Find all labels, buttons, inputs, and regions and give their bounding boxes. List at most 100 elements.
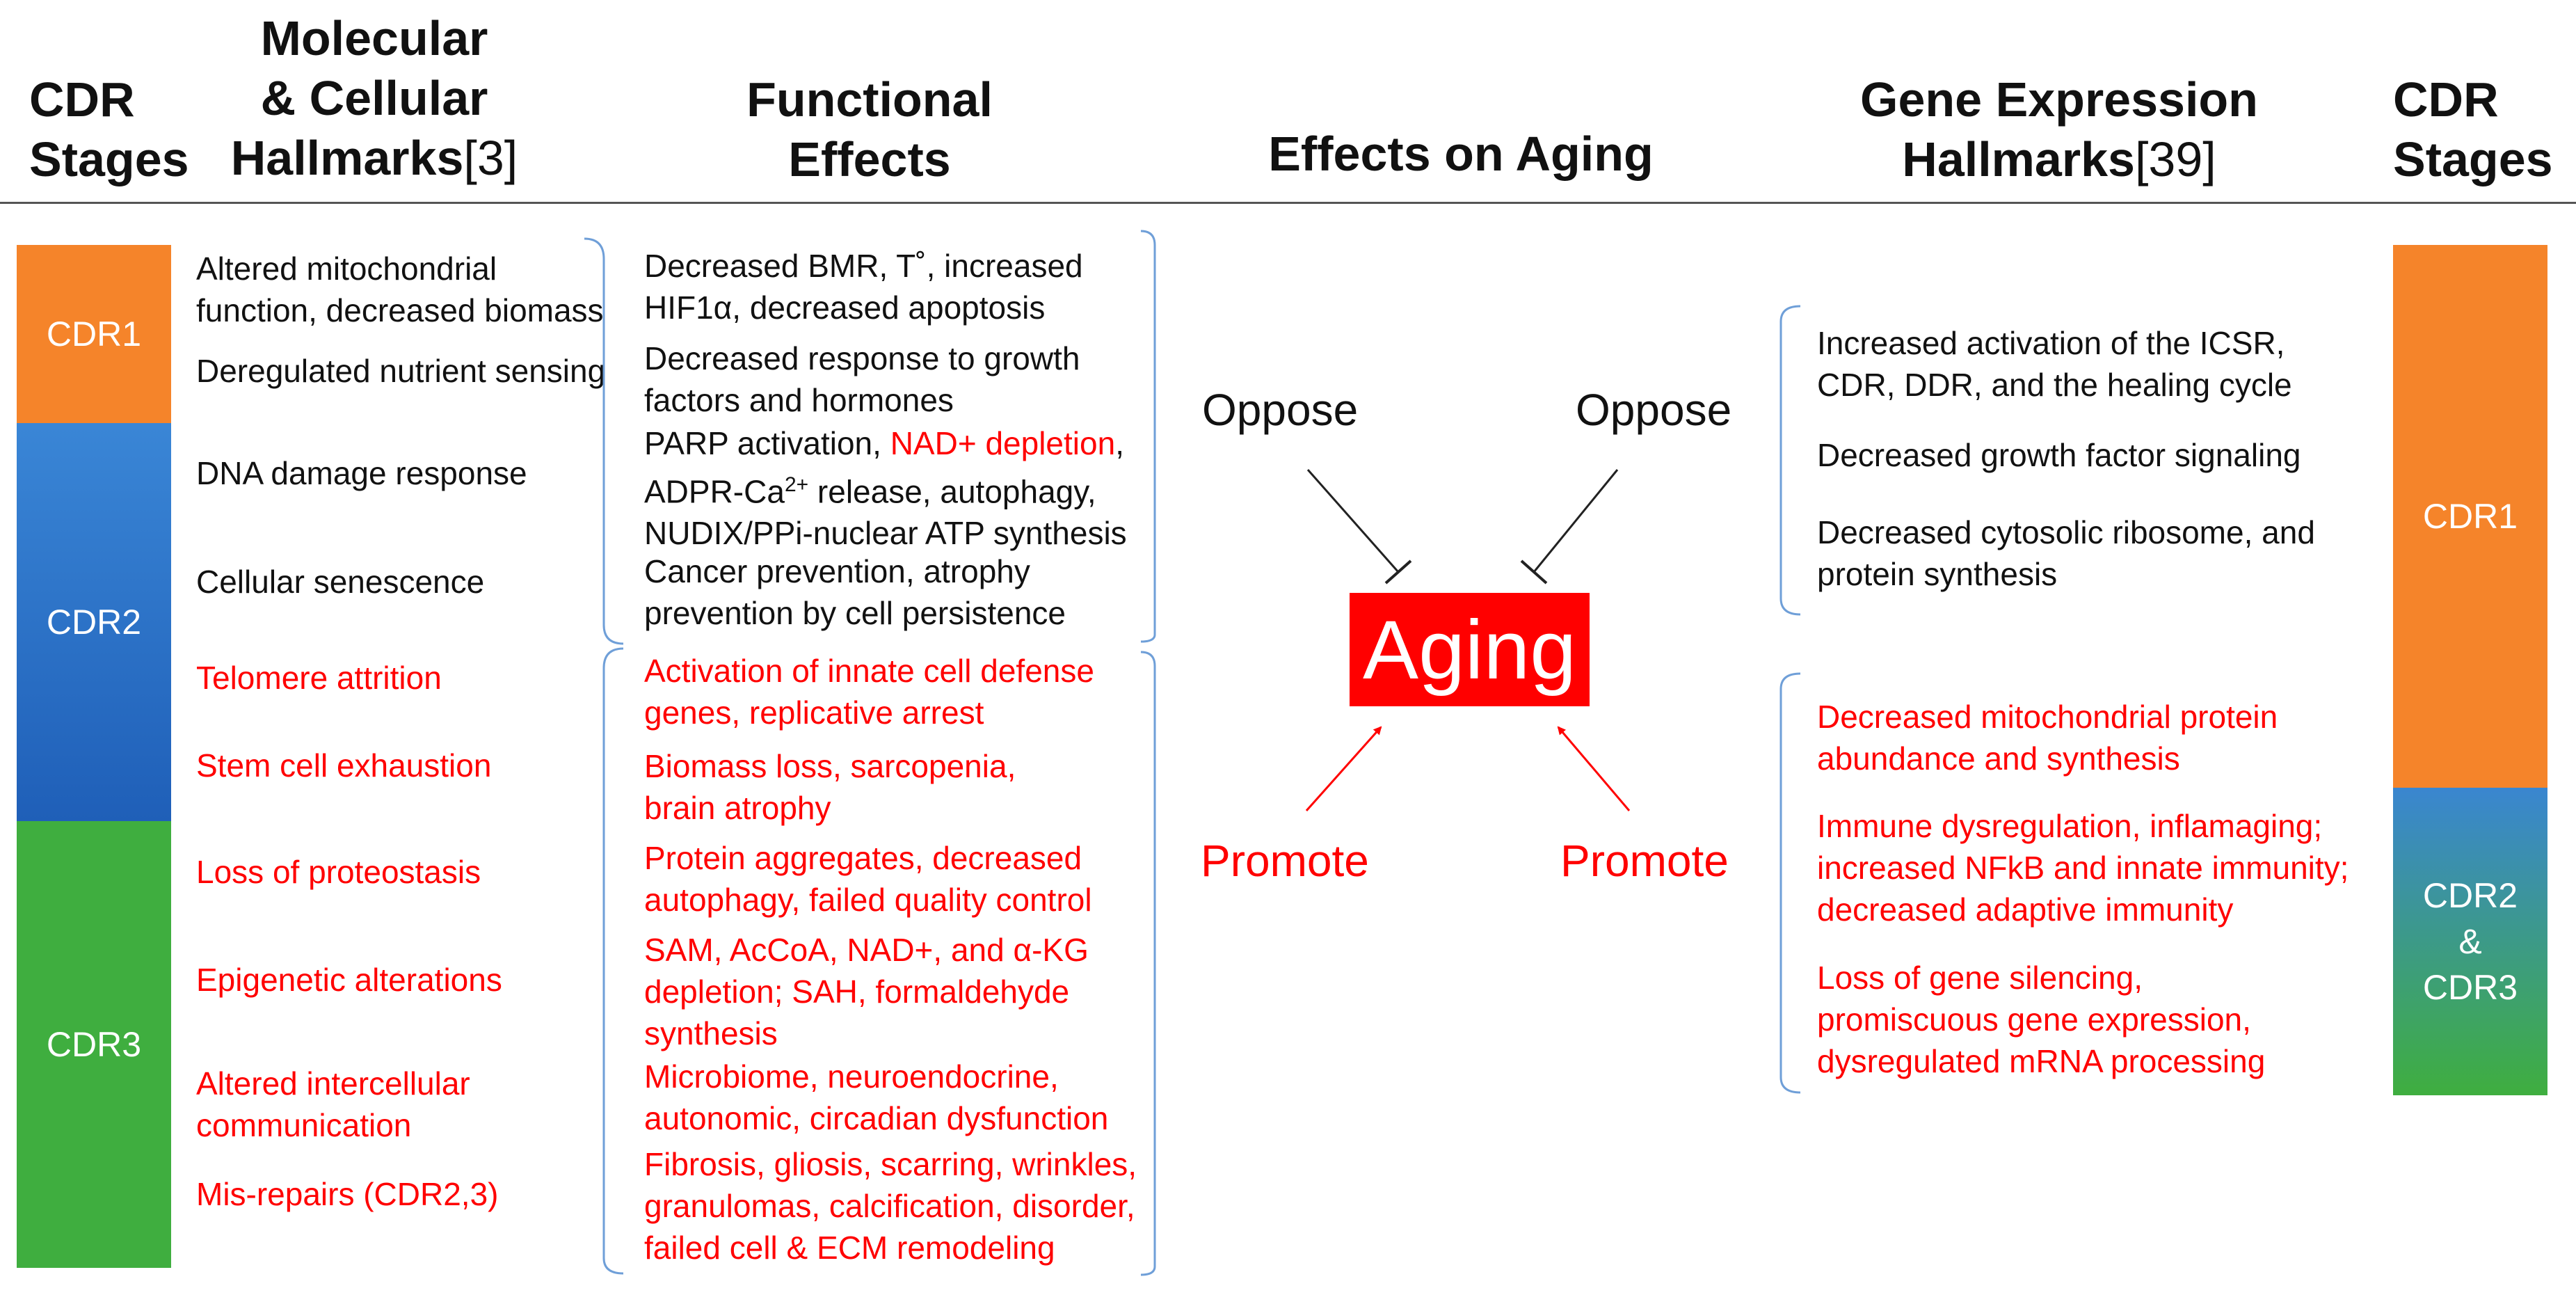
gene-hallmark: Decreased mitochondrial protein abundanc… xyxy=(1817,696,2278,779)
effect-line: genes, replicative arrest xyxy=(644,694,984,731)
effect-line: SAM, AcCoA, NAD+, and α-KG xyxy=(644,932,1089,968)
oppose-line-left xyxy=(1306,469,1400,573)
gene-line: abundance and synthesis xyxy=(1817,740,2180,777)
header-molecular: Molecular & Cellular Hallmarks[3] xyxy=(193,8,555,188)
header-line: Stages xyxy=(29,132,189,186)
molecular-hallmark: Deregulated nutrient sensing xyxy=(196,350,605,392)
header-cdr-stages-left: CDR Stages xyxy=(29,70,189,189)
effect-line: depletion; SAH, formaldehyde xyxy=(644,974,1070,1010)
oppose-tbar-left xyxy=(1384,559,1412,585)
molecular-hallmark: Epigenetic alterations xyxy=(196,959,502,1001)
right-bar-cdr1: CDR1 xyxy=(2393,245,2547,788)
aging-box: Aging xyxy=(1350,593,1590,706)
gene-line: Immune dysregulation, inflamaging; xyxy=(1817,808,2323,844)
effect-line: autonomic, circadian dysfunction xyxy=(644,1100,1109,1136)
effect-text-highlight: NAD+ depletion xyxy=(890,425,1116,461)
hallmark-line: Deregulated nutrient sensing xyxy=(196,353,606,389)
hallmark-line: DNA damage response xyxy=(196,455,527,491)
bar-label-line: CDR2 xyxy=(2422,876,2518,915)
header-text: Hallmarks xyxy=(230,131,464,185)
bar-label-line: & xyxy=(2458,922,2482,961)
functional-effect: Decreased BMR, T˚, increased HIF1α, decr… xyxy=(644,245,1083,328)
effect-line: Activation of innate cell defense xyxy=(644,653,1094,689)
hallmark-line: Altered mitochondrial xyxy=(196,251,497,287)
gene-hallmark: Loss of gene silencing, promiscuous gene… xyxy=(1817,957,2265,1082)
gene-line: Loss of gene silencing, xyxy=(1817,960,2143,996)
functional-effect: Activation of innate cell defense genes,… xyxy=(644,650,1094,733)
header-line: CDR xyxy=(2393,72,2499,127)
gene-hallmark: Immune dysregulation, inflamaging; incre… xyxy=(1817,805,2349,930)
right-bar-cdr2-cdr3: CDR2 & CDR3 xyxy=(2393,788,2547,1095)
molecular-hallmark: DNA damage response xyxy=(196,452,527,494)
header-line: Effects on Aging xyxy=(1268,127,1654,181)
functional-effect: Decreased response to growth factors and… xyxy=(644,337,1080,421)
hallmark-line: function, decreased biomass xyxy=(196,292,604,328)
header-cdr-stages-right: CDR Stages xyxy=(2393,70,2553,189)
header-line: & Cellular xyxy=(260,71,488,125)
header-line: Hallmarks[39] xyxy=(1795,129,2323,189)
molecular-hallmark: Altered intercellular communication xyxy=(196,1063,470,1146)
functional-effect: Microbiome, neuroendocrine, autonomic, c… xyxy=(644,1056,1108,1139)
effect-line: ADPR-Ca2+ release, autophagy, xyxy=(644,464,1127,512)
effect-line: prevention by cell persistence xyxy=(644,595,1066,631)
bracket-functional-lower xyxy=(1140,651,1156,1276)
promote-label-left: Promote xyxy=(1201,836,1369,886)
molecular-hallmark: Mis-repairs (CDR2,3) xyxy=(196,1173,498,1215)
header-divider xyxy=(0,202,2576,204)
effect-text: release, autophagy, xyxy=(808,473,1096,510)
oppose-line-right xyxy=(1533,469,1619,573)
left-bar-cdr1: CDR1 xyxy=(17,245,171,423)
molecular-hallmark: Cellular senescence xyxy=(196,561,484,603)
effect-text: PARP activation, xyxy=(644,425,890,461)
gene-line: dysregulated mRNA processing xyxy=(1817,1043,2266,1079)
gene-hallmark: Decreased cytosolic ribosome, and protei… xyxy=(1817,511,2315,595)
left-bar-cdr3: CDR3 xyxy=(17,821,171,1268)
hallmark-line: Mis-repairs (CDR2,3) xyxy=(196,1176,499,1212)
hallmark-line: Altered intercellular xyxy=(196,1065,470,1102)
hallmark-line: Telomere attrition xyxy=(196,660,442,696)
hallmark-line: communication xyxy=(196,1107,412,1143)
effect-line: autophagy, failed quality control xyxy=(644,882,1092,918)
effect-line: Protein aggregates, decreased xyxy=(644,840,1082,876)
header-line: CDR xyxy=(29,72,135,127)
promote-arrow-right xyxy=(1557,726,1631,811)
gene-line: CDR, DDR, and the healing cycle xyxy=(1817,367,2292,403)
promote-label-right: Promote xyxy=(1560,836,1729,886)
effect-text: ADPR-Ca xyxy=(644,473,785,510)
functional-effect: Fibrosis, gliosis, scarring, wrinkles, g… xyxy=(644,1143,1137,1269)
header-line: Molecular xyxy=(260,11,488,65)
effect-line: NUDIX/PPi-nuclear ATP synthesis xyxy=(644,515,1127,552)
functional-effect: Cancer prevention, atrophy prevention by… xyxy=(644,550,1066,634)
effect-line: factors and hormones xyxy=(644,382,954,418)
functional-effect: PARP activation, NAD+ depletion, ADPR-Ca… xyxy=(644,422,1127,554)
bar-label-line: CDR3 xyxy=(2422,968,2518,1007)
hallmark-line: Stem cell exhaustion xyxy=(196,747,492,784)
effect-line: failed cell & ECM remodeling xyxy=(644,1230,1055,1266)
header-line: Hallmarks[3] xyxy=(193,128,555,188)
header-ref: [39] xyxy=(2134,132,2216,186)
functional-effect: SAM, AcCoA, NAD+, and α-KG depletion; SA… xyxy=(644,929,1089,1054)
header-line: Gene Expression xyxy=(1860,72,2258,127)
header-gene-expression: Gene Expression Hallmarks[39] xyxy=(1795,70,2323,189)
hallmark-line: Cellular senescence xyxy=(196,564,485,600)
header-effects-on-aging: Effects on Aging xyxy=(1224,124,1697,184)
effect-superscript: 2+ xyxy=(784,473,809,496)
gene-hallmark: Decreased growth factor signaling xyxy=(1817,434,2301,476)
left-bar-cdr2: CDR2 xyxy=(17,423,171,821)
bracket-gene-lower xyxy=(1779,672,1801,1094)
bracket-left-upper xyxy=(584,237,624,645)
effect-line: HIF1α, decreased apoptosis xyxy=(644,289,1046,326)
effect-line: Decreased response to growth xyxy=(644,340,1080,376)
oppose-label-right: Oppose xyxy=(1576,385,1732,435)
oppose-label-left: Oppose xyxy=(1202,385,1359,435)
molecular-hallmark: Altered mitochondrial function, decrease… xyxy=(196,248,604,331)
promote-arrow-left xyxy=(1305,726,1382,811)
header-ref: [3] xyxy=(463,131,518,185)
bracket-functional-upper xyxy=(1140,230,1156,643)
effect-text: , xyxy=(1115,425,1124,461)
gene-line: promiscuous gene expression, xyxy=(1817,1001,2251,1038)
hallmark-line: Loss of proteostasis xyxy=(196,854,481,890)
effect-line: synthesis xyxy=(644,1015,778,1051)
effect-line: brain atrophy xyxy=(644,790,831,826)
